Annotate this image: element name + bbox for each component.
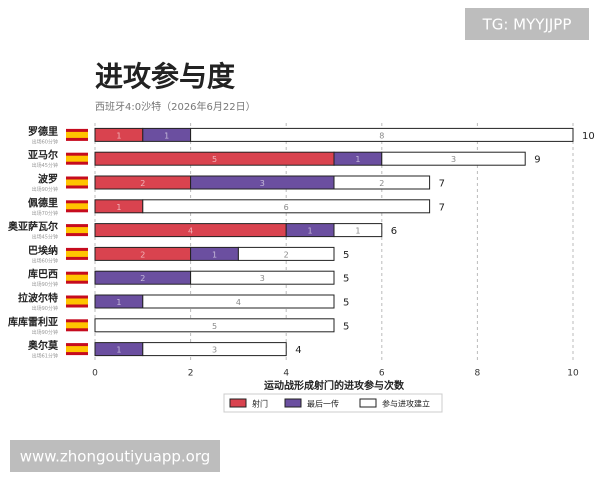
category-note: 出场60分钟	[32, 138, 58, 145]
total-label: 9	[534, 155, 540, 166]
category-note: 出场60分钟	[32, 257, 58, 264]
category-label: 拉波尔特	[18, 292, 58, 305]
bar-segment	[94, 318, 335, 333]
watermark-box	[10, 440, 220, 472]
x-axis-label: 运动战形成射门的进攻参与次数	[264, 379, 405, 392]
legend-label: 射门	[252, 399, 268, 409]
flag-stripe	[66, 250, 88, 257]
segment-label: 8	[379, 131, 384, 140]
segment-label: 5	[212, 155, 217, 164]
category-label: 罗德里	[28, 125, 58, 138]
bar-segment	[142, 199, 431, 214]
category-label: 奥亚萨瓦尔	[8, 220, 58, 233]
watermark-box	[465, 8, 589, 40]
segment-label: 1	[116, 203, 121, 212]
category-note: 出场90分钟	[32, 186, 58, 193]
segment-label: 2	[284, 250, 289, 259]
chart-title: 进攻参与度	[95, 60, 235, 93]
segment-label: 5	[212, 322, 217, 331]
x-tick-label: 2	[188, 369, 194, 379]
category-label: 亚马尔	[28, 149, 58, 162]
bar-segment	[333, 175, 431, 190]
total-label: 7	[439, 179, 445, 190]
segment-label: 1	[116, 298, 121, 307]
legend-swatch	[284, 398, 302, 408]
x-tick-label: 8	[475, 369, 481, 379]
category-label: 佩德里	[28, 196, 58, 209]
category-note: 出场90分钟	[32, 281, 58, 288]
category-note: 出场70分钟	[32, 210, 58, 217]
segment-label: 2	[379, 179, 384, 188]
segment-label: 4	[236, 298, 241, 307]
bar-segment	[333, 223, 383, 238]
bar-segment	[142, 342, 287, 357]
segment-label: 1	[355, 227, 360, 236]
flag-stripe	[66, 346, 88, 353]
segment-label: 2	[140, 179, 145, 188]
flag-stripe	[66, 227, 88, 234]
category-label: 巴埃纳	[28, 244, 58, 257]
x-tick-label: 10	[567, 369, 579, 379]
segment-label: 6	[284, 203, 289, 212]
watermark: TG: MYYJJPP	[482, 16, 572, 34]
total-label: 5	[343, 298, 349, 309]
flag-stripe	[66, 203, 88, 210]
legend-label: 参与进攻建立	[382, 399, 430, 409]
chart-subtitle: 西班牙4:0沙特（2026年6月22日）	[95, 100, 256, 113]
category-label: 奥尔莫	[28, 339, 59, 352]
total-label: 6	[391, 226, 397, 237]
bar-segment	[381, 151, 526, 166]
legend-swatch	[359, 398, 377, 408]
segment-label: 1	[355, 155, 360, 164]
legend-frame	[223, 393, 443, 413]
bar-segment	[142, 294, 335, 309]
x-tick-label: 4	[283, 369, 289, 379]
category-label: 库巴西	[28, 268, 58, 281]
total-label: 5	[343, 250, 349, 261]
category-note: 出场45分钟	[32, 162, 58, 169]
total-label: 7	[439, 202, 445, 213]
x-tick-label: 0	[92, 369, 98, 379]
segment-label: 4	[188, 227, 193, 236]
flag-stripe	[66, 179, 88, 186]
segment-label: 1	[116, 346, 121, 355]
flag-stripe	[66, 322, 88, 329]
total-label: 5	[343, 321, 349, 332]
segment-label: 3	[260, 179, 265, 188]
segment-label: 1	[308, 227, 313, 236]
bar-segment	[237, 246, 335, 261]
flag-stripe	[66, 274, 88, 281]
total-label: 4	[295, 345, 301, 356]
bar-segment	[190, 127, 574, 142]
watermark: www.zhongoutiyuapp.org	[20, 448, 211, 466]
category-label: 波罗	[38, 173, 58, 186]
flag-stripe	[66, 155, 88, 162]
segment-label: 3	[451, 155, 456, 164]
category-label: 库库雷利亚	[8, 315, 58, 328]
category-note: 出场90分钟	[32, 305, 58, 312]
category-note: 出场45分钟	[32, 234, 58, 241]
category-note: 出场61分钟	[32, 353, 58, 360]
segment-label: 3	[212, 346, 217, 355]
segment-label: 1	[212, 250, 217, 259]
segment-label: 3	[260, 274, 265, 283]
bar-segment	[190, 270, 335, 285]
total-label: 10	[582, 131, 595, 142]
x-tick-label: 6	[379, 369, 385, 379]
segment-label: 1	[116, 131, 121, 140]
legend-swatch	[229, 398, 247, 408]
flag-stripe	[66, 131, 88, 138]
segment-label: 2	[140, 274, 145, 283]
category-note: 出场90分钟	[32, 329, 58, 336]
flag-stripe	[66, 298, 88, 305]
total-label: 5	[343, 274, 349, 285]
segment-label: 1	[164, 131, 169, 140]
segment-label: 2	[140, 250, 145, 259]
legend-label: 最后一传	[307, 399, 339, 409]
